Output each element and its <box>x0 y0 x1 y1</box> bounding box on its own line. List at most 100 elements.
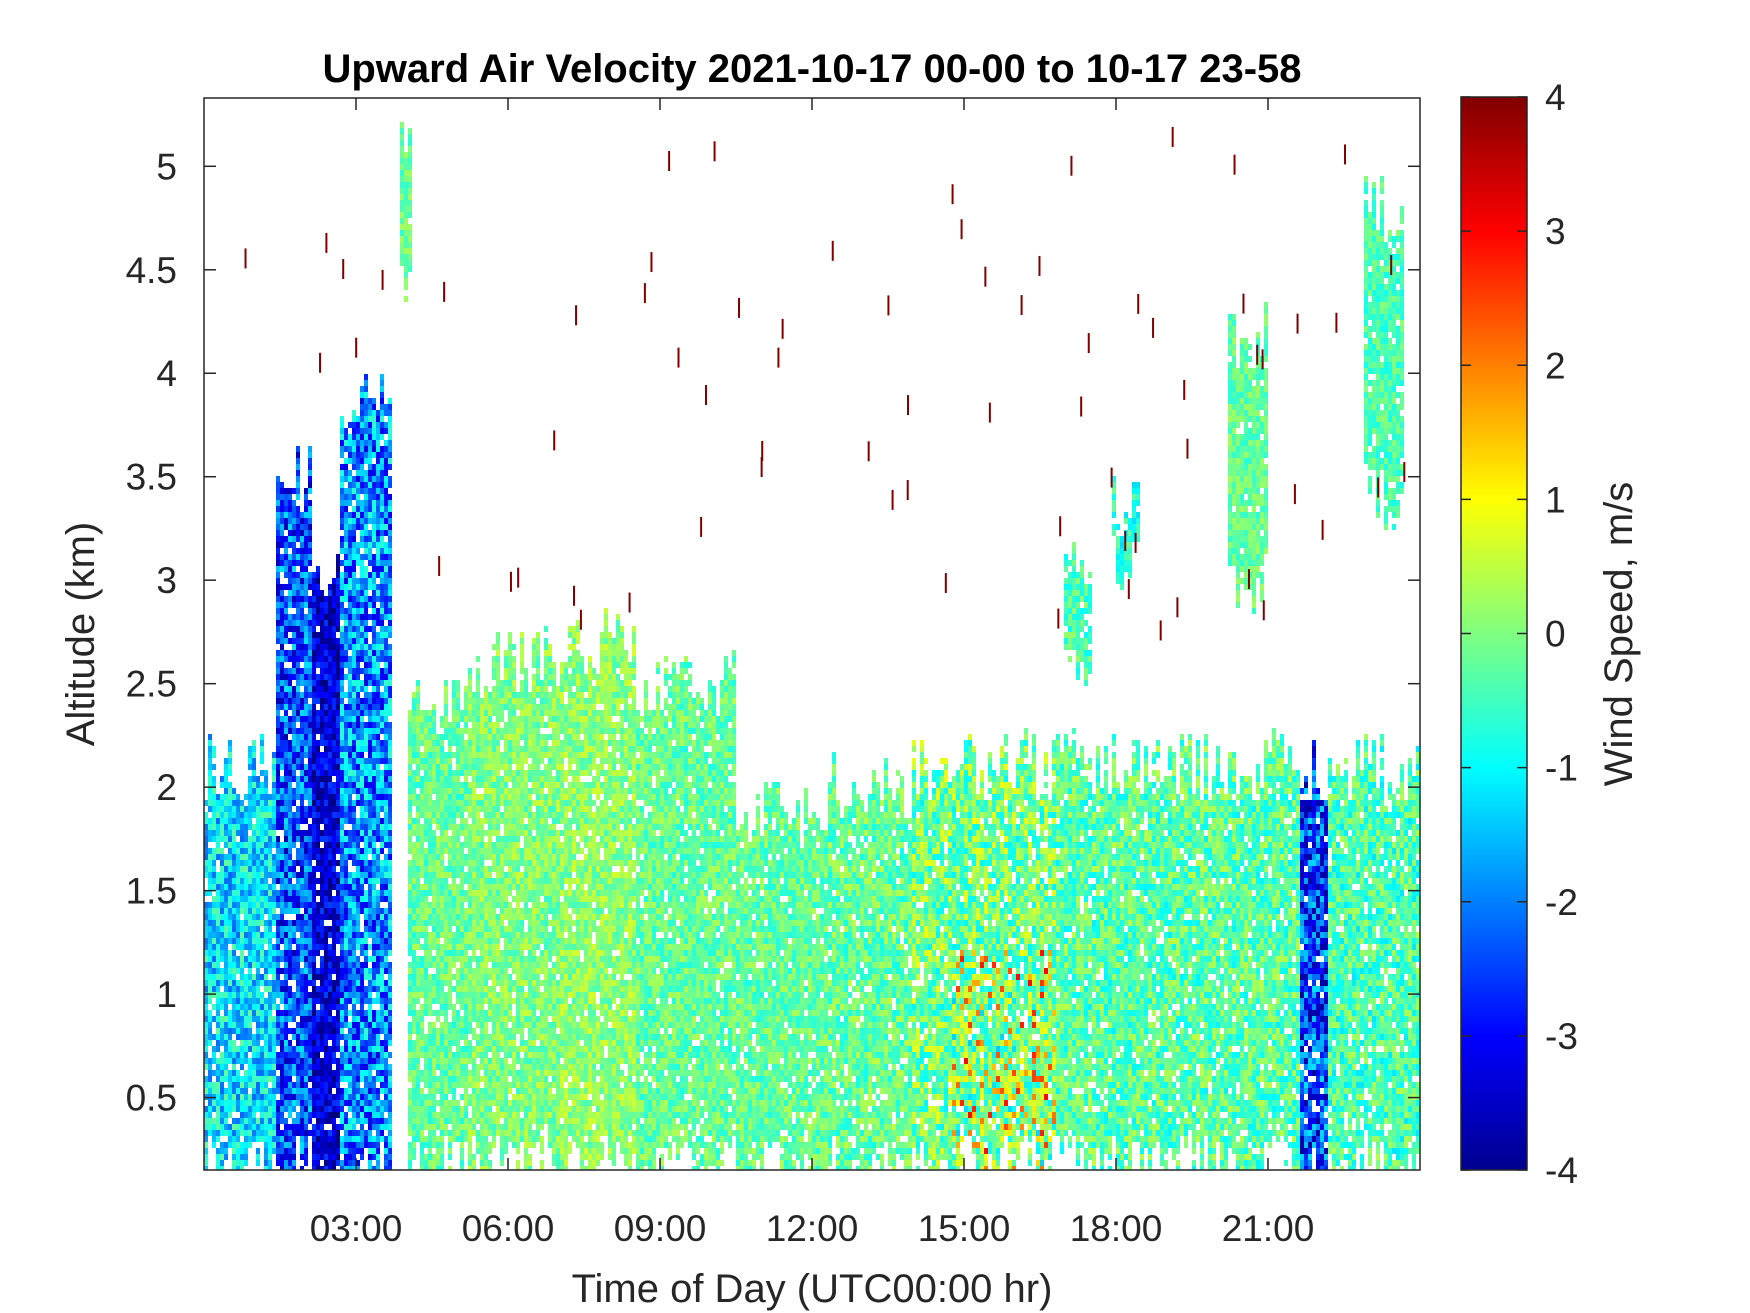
heatmap-cell <box>388 818 392 824</box>
heatmap-cell <box>232 1118 236 1124</box>
heatmap-cell <box>436 824 440 830</box>
heatmap-cell <box>340 1076 344 1082</box>
heatmap-cell <box>420 800 424 806</box>
heatmap-cell <box>320 740 324 746</box>
heatmap-cell <box>340 644 344 650</box>
heatmap-cell <box>268 980 272 986</box>
heatmap-cell <box>356 752 360 758</box>
heatmap-cell <box>280 932 284 938</box>
heatmap-cell <box>404 272 408 278</box>
heatmap-cell <box>304 1028 308 1034</box>
heatmap-cell <box>344 758 348 764</box>
heatmap-cell <box>220 980 224 986</box>
heatmap-cell <box>272 968 276 974</box>
heatmap-cell <box>248 1094 252 1100</box>
heatmap-cell <box>360 626 364 632</box>
heatmap-cell <box>340 962 344 968</box>
heatmap-cell <box>288 512 292 518</box>
heatmap-cell <box>340 866 344 872</box>
heatmap-cell <box>220 1160 224 1166</box>
heatmap-cell <box>328 692 332 698</box>
heatmap-cell <box>388 1034 392 1040</box>
heatmap-cell <box>336 962 340 968</box>
heatmap-cell <box>360 584 364 590</box>
heatmap-cell <box>304 1142 308 1148</box>
heatmap-cell <box>356 962 360 968</box>
heatmap-cell <box>288 950 292 956</box>
heatmap-cell <box>324 692 328 698</box>
heatmap-cell <box>432 932 436 938</box>
heatmap-cell <box>384 704 388 710</box>
heatmap-cell <box>336 1070 340 1076</box>
heatmap-cell <box>364 734 368 740</box>
heatmap-cell <box>328 1148 332 1154</box>
heatmap-cell <box>300 668 304 674</box>
heatmap-cell <box>376 932 380 938</box>
heatmap-cell <box>328 998 332 1004</box>
heatmap-cell <box>360 734 364 740</box>
heatmap-cell <box>376 998 380 1004</box>
heatmap-cell <box>296 614 300 620</box>
heatmap-cell <box>240 848 244 854</box>
heatmap-cell <box>240 974 244 980</box>
heatmap-cell <box>300 782 304 788</box>
heatmap-cell <box>232 1142 236 1148</box>
heatmap-cell <box>296 716 300 722</box>
heatmap-cell <box>388 410 392 416</box>
heatmap-cell <box>244 1148 248 1154</box>
heatmap-cell <box>284 1100 288 1106</box>
heatmap-cell <box>256 1088 260 1094</box>
heatmap-cell <box>372 434 376 440</box>
heatmap-cell <box>356 884 360 890</box>
heatmap-cell <box>224 914 228 920</box>
heatmap-cell <box>244 1118 248 1124</box>
heatmap-cell <box>420 740 424 746</box>
heatmap-cell <box>260 878 264 884</box>
heatmap-cell <box>228 1088 232 1094</box>
heatmap-cell <box>336 728 340 734</box>
heatmap-cell <box>312 872 316 878</box>
heatmap-cell <box>444 1028 448 1034</box>
heatmap-cell <box>208 878 212 884</box>
heatmap-cell <box>224 956 228 962</box>
heatmap-cell <box>300 734 304 740</box>
heatmap-cell <box>296 1022 300 1028</box>
heatmap-cell <box>388 722 392 728</box>
heatmap-cell <box>256 836 260 842</box>
heatmap-cell <box>416 974 420 980</box>
heatmap-cell <box>388 1022 392 1028</box>
heatmap-cell <box>320 632 324 638</box>
heatmap-cell <box>344 542 348 548</box>
heatmap-cell <box>220 794 224 800</box>
heatmap-cell <box>324 1070 328 1076</box>
heatmap-cell <box>292 896 296 902</box>
heatmap-cell <box>416 872 420 878</box>
heatmap-cell <box>388 464 392 470</box>
heatmap-cell <box>404 164 408 170</box>
heatmap-cell <box>320 1022 324 1028</box>
heatmap-cell <box>276 746 280 752</box>
heatmap-cell <box>320 992 324 998</box>
heatmap-cell <box>280 1130 284 1136</box>
heatmap-cell <box>376 734 380 740</box>
heatmap-cell <box>320 644 324 650</box>
heatmap-cell <box>440 998 444 1004</box>
heatmap-cell <box>416 770 420 776</box>
heatmap-cell <box>240 854 244 860</box>
heatmap-cell <box>424 950 428 956</box>
heatmap-cell <box>324 764 328 770</box>
heatmap-cell <box>268 1004 272 1010</box>
heatmap-cell <box>356 434 360 440</box>
heatmap-cell <box>336 746 340 752</box>
heatmap-cell <box>224 962 228 968</box>
heatmap-cell <box>308 1118 312 1124</box>
heatmap-cell <box>364 476 368 482</box>
heatmap-cell <box>300 554 304 560</box>
heatmap-cell <box>424 974 428 980</box>
heatmap-cell <box>356 986 360 992</box>
heatmap-cell <box>256 938 260 944</box>
heatmap-cell <box>220 932 224 938</box>
heatmap-cell <box>284 680 288 686</box>
heatmap-cell <box>208 1082 212 1088</box>
heatmap-cell <box>252 890 256 896</box>
